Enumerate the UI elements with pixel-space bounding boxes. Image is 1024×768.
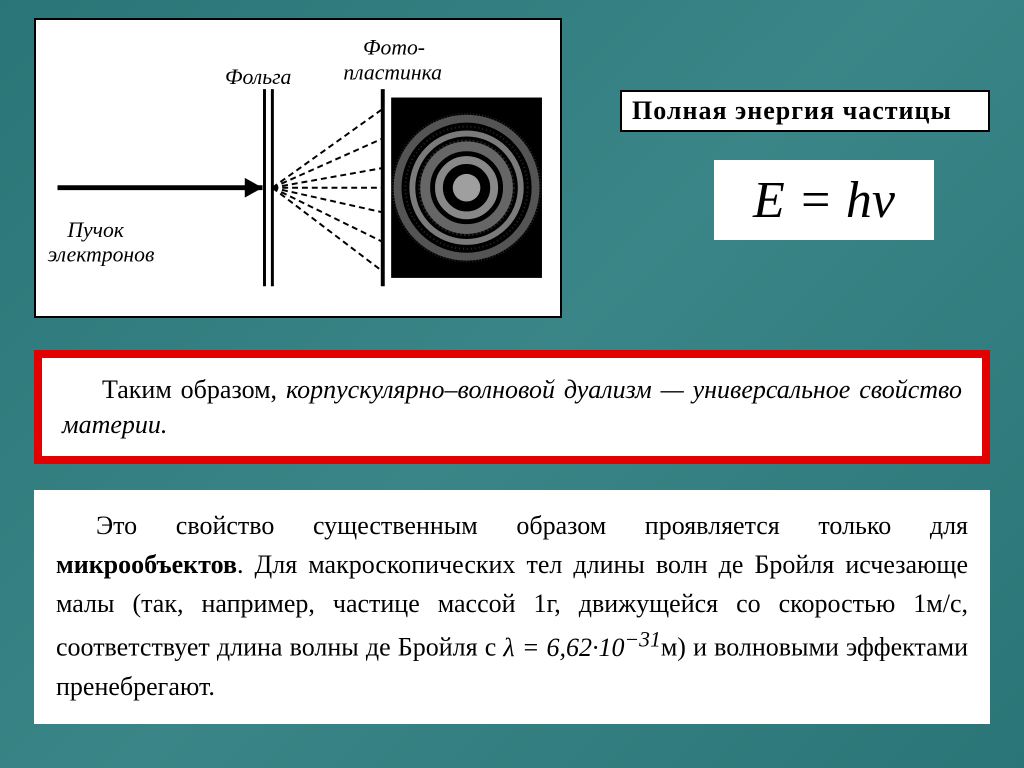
explanation-text: Это свойство существенным образом проявл… — [56, 506, 968, 706]
energy-formula: E = hν — [753, 171, 895, 230]
electron-diffraction-diagram: Фольга Фото- пластинка Пучок электронов — [34, 18, 562, 318]
dualism-statement: Таким образом, корпускулярно–волновой ду… — [62, 372, 962, 442]
energy-title-box: Полная энергия частицы — [620, 90, 990, 132]
photoplate-label-2: пластинка — [343, 60, 442, 84]
lambda-formula: λ = 6,62·10−31 — [503, 633, 660, 662]
foil-label: Фольга — [225, 65, 291, 89]
beam-label-2: электронов — [48, 243, 155, 267]
energy-formula-box: E = hν — [714, 160, 934, 240]
exp-bold: микрообъектов — [56, 550, 237, 579]
red-text-plain: Таким образом, — [102, 375, 286, 404]
explanation-box: Это свойство существенным образом проявл… — [34, 490, 990, 724]
photoplate-label-1: Фото- — [363, 36, 425, 60]
dualism-statement-box: Таким образом, корпускулярно–волновой ду… — [34, 350, 990, 464]
energy-title: Полная энергия частицы — [632, 96, 952, 125]
beam-label-1: Пучок — [66, 218, 124, 242]
exp-part1: Это свойство существенным образом проявл… — [96, 511, 968, 540]
diagram-svg: Фольга Фото- пластинка Пучок электронов — [46, 30, 550, 306]
